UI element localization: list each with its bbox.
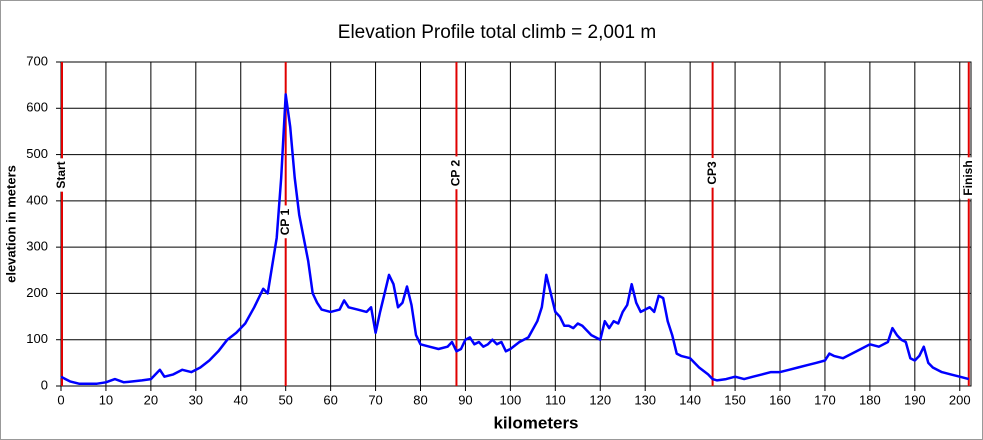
y-axis-label: elevation in meters — [3, 165, 18, 283]
checkpoint-label: CP 1 — [278, 208, 292, 235]
x-tick-label: 0 — [57, 392, 64, 407]
x-tick-label: 80 — [413, 392, 427, 407]
checkpoint-label-bg — [447, 156, 464, 190]
y-tick-label: 400 — [26, 192, 48, 207]
x-tick-label: 170 — [814, 392, 836, 407]
checkpoint-label: CP 2 — [449, 159, 463, 186]
x-tick-label: 90 — [458, 392, 472, 407]
x-tick-label: 130 — [634, 392, 656, 407]
checkpoint-label: CP3 — [705, 161, 719, 185]
x-tick-label: 200 — [949, 392, 971, 407]
chart-title: Elevation Profile total climb = 2,001 m — [338, 22, 656, 43]
x-tick-label: 30 — [189, 392, 203, 407]
x-tick-label: 160 — [769, 392, 791, 407]
x-tick-label: 190 — [904, 392, 926, 407]
x-tick-label: 40 — [234, 392, 248, 407]
y-tick-label: 500 — [26, 146, 48, 161]
x-axis-label: kilometers — [493, 413, 578, 432]
x-tick-label: 60 — [323, 392, 337, 407]
x-tick-label: 100 — [500, 392, 522, 407]
checkpoint-label-bg — [959, 157, 976, 199]
x-tick-label: 120 — [589, 392, 611, 407]
checkpoint-label-bg — [703, 158, 720, 188]
plot-area — [60, 61, 972, 387]
checkpoint-label: Finish — [961, 160, 975, 195]
x-tick-label: 140 — [679, 392, 701, 407]
x-tick-label: 50 — [278, 392, 292, 407]
y-tick-label: 300 — [26, 239, 48, 254]
x-tick-label: 150 — [724, 392, 746, 407]
x-tick-label: 110 — [545, 392, 566, 407]
y-tick-label: 600 — [26, 100, 48, 115]
y-tick-label: 100 — [26, 331, 48, 346]
elevation-line — [60, 93, 970, 385]
x-tick-label: 180 — [859, 392, 881, 407]
x-tick-label: 10 — [99, 392, 113, 407]
y-tick-label: 200 — [26, 285, 48, 300]
x-tick-label: 70 — [368, 392, 382, 407]
x-tick-label: 20 — [144, 392, 158, 407]
checkpoint-label: Start — [54, 161, 68, 188]
checkpoint-label-bg — [276, 205, 293, 239]
y-tick-label: 700 — [26, 53, 48, 68]
y-tick-label: 0 — [41, 377, 48, 392]
checkpoint-label-bg — [53, 158, 70, 192]
